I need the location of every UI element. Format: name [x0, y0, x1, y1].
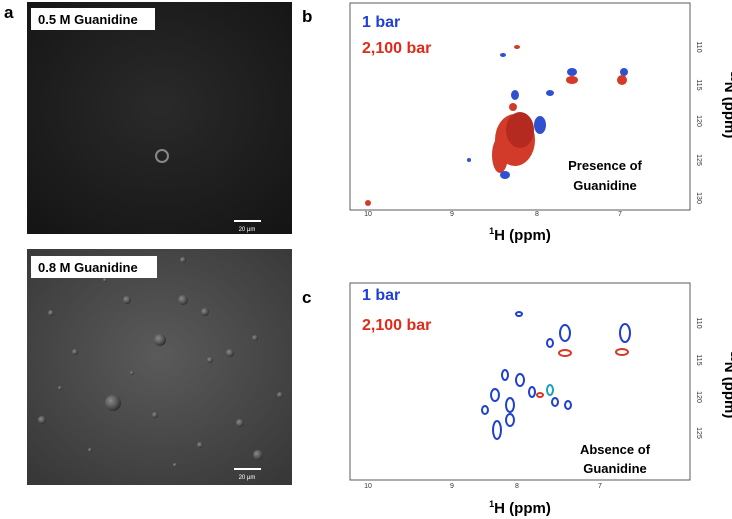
tick-label: 115 — [695, 354, 702, 365]
droplets — [38, 257, 283, 467]
y-ticks: 110 115 120 125 — [695, 317, 702, 439]
y-axis-label: 15N (ppm) — [721, 352, 732, 419]
micrograph — [27, 2, 292, 234]
x-axis-label: 1H (ppm) — [489, 226, 551, 244]
micrograph — [27, 249, 292, 485]
tick-label: 130 — [695, 192, 702, 204]
caption-box — [31, 8, 155, 30]
panel-label: c — [302, 288, 311, 307]
caption: 0.8 M Guanidine — [38, 260, 138, 275]
tick-label: 120 — [695, 115, 702, 127]
tick-label: 125 — [695, 154, 702, 166]
tick-label: 7 — [598, 483, 602, 490]
tick-label: 120 — [695, 391, 702, 403]
tick-label: 10 — [364, 483, 372, 490]
annotation: Guanidine — [573, 178, 637, 193]
tick-label: 10 — [364, 211, 372, 218]
spectrum-frame — [349, 2, 691, 211]
tick-label: 115 — [695, 79, 702, 90]
tick-label: 8 — [535, 211, 539, 218]
legend-entry: 2,100 bar — [362, 40, 431, 57]
annotation: Absence of — [580, 442, 651, 457]
y-ticks: 110 115 120 125 130 — [695, 41, 702, 204]
tick-label: 7 — [618, 211, 622, 218]
peaks — [365, 45, 628, 206]
tick-label: 9 — [450, 211, 454, 218]
legend-entry: 2,100 bar — [362, 317, 431, 334]
tick-label: 125 — [695, 427, 702, 439]
tick-label: 8 — [515, 483, 519, 490]
scale-label: 20 µm — [239, 475, 256, 481]
peaks — [481, 311, 631, 440]
annotation: Guanidine — [583, 461, 647, 476]
tick-label: 9 — [450, 483, 454, 490]
tick-label: 110 — [695, 317, 702, 328]
droplet — [155, 149, 169, 163]
legend-entry: 1 bar — [362, 287, 400, 304]
x-axis-label: 1H (ppm) — [489, 499, 551, 517]
x-ticks: 10 9 8 7 — [364, 483, 602, 490]
y-axis-label: 15N (ppm) — [721, 72, 732, 139]
x-ticks: 10 9 8 7 — [364, 211, 622, 218]
tick-label: 110 — [695, 41, 702, 52]
panel-label: a — [4, 3, 14, 22]
annotation: Presence of — [568, 158, 642, 173]
panel-label: b — [302, 7, 312, 26]
legend-entry: 1 bar — [362, 14, 400, 31]
caption-box — [31, 256, 157, 278]
caption: 0.5 M Guanidine — [38, 12, 138, 27]
scale-label: 20 µm — [239, 227, 256, 233]
